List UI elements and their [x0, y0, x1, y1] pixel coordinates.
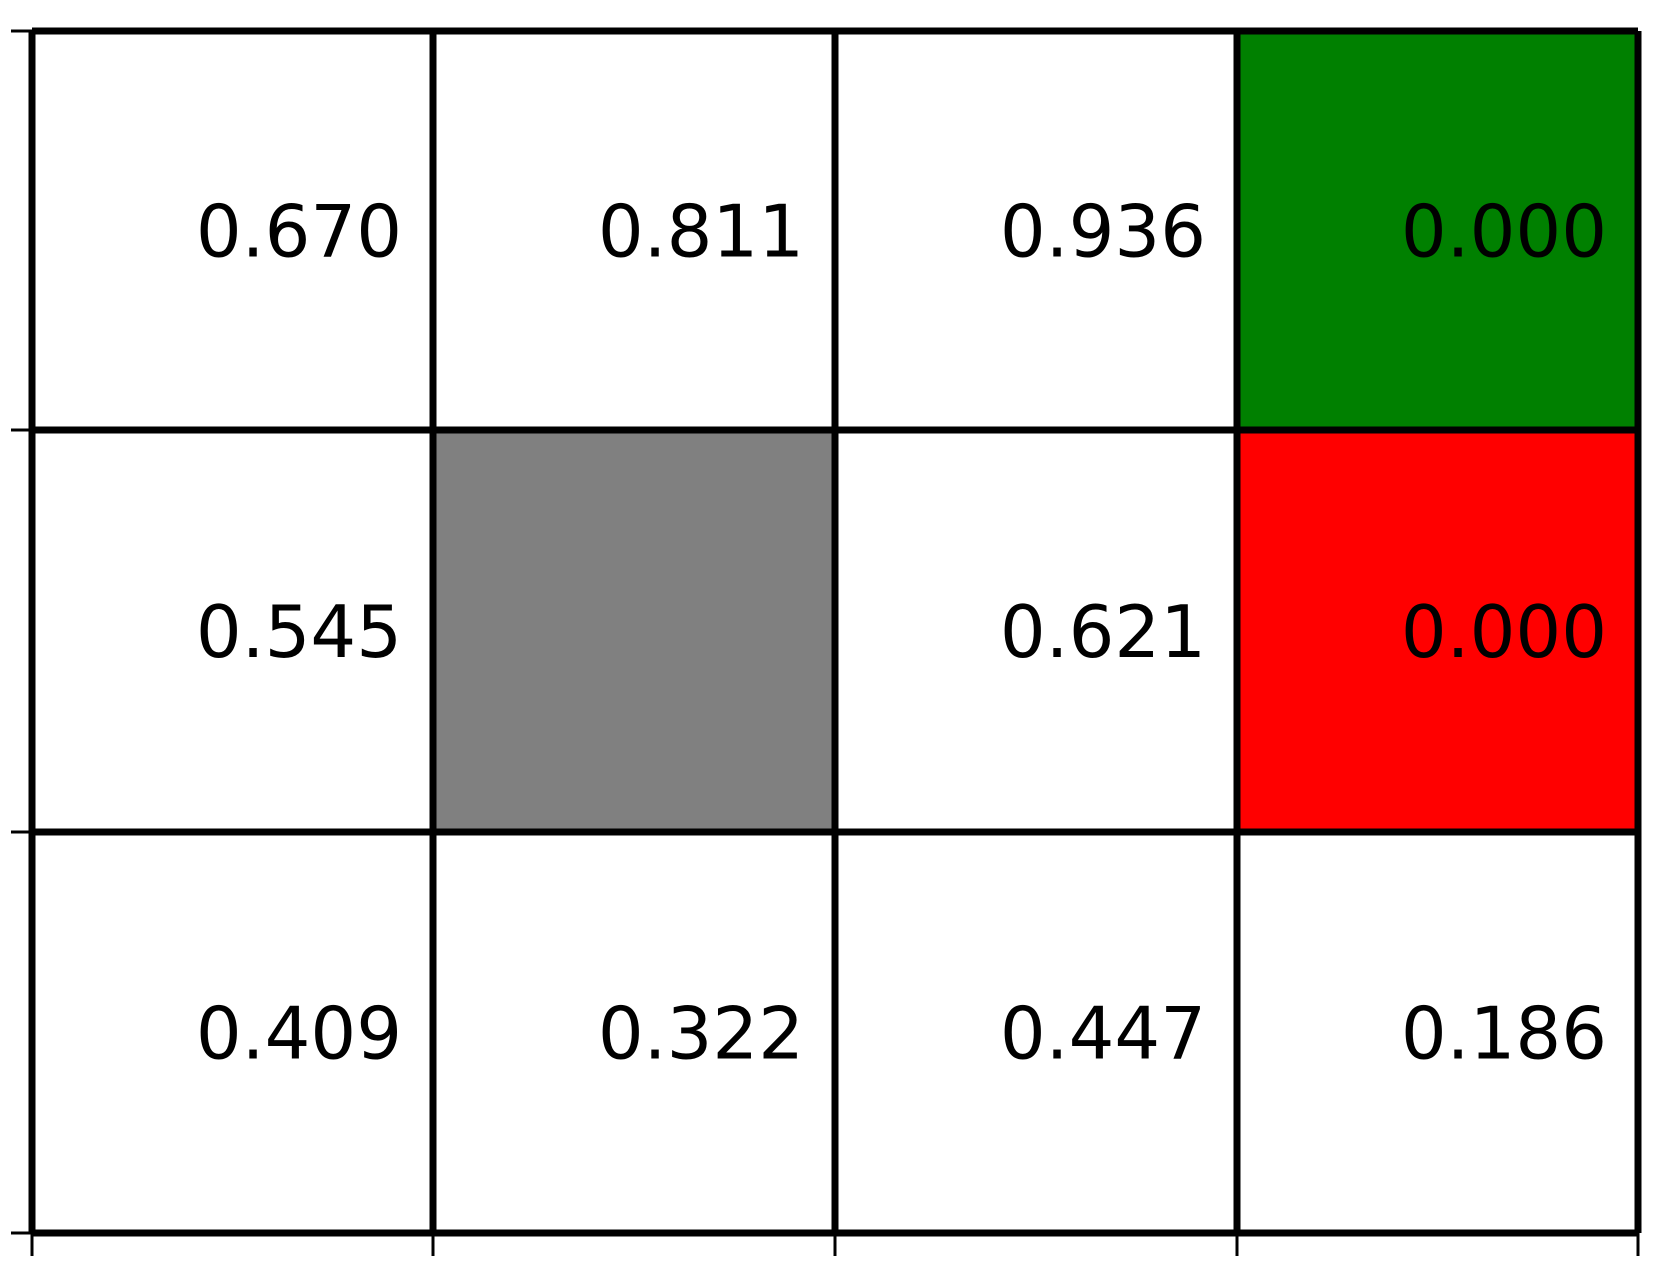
cells-layer [32, 31, 1638, 1233]
axis-ticks [11, 29, 1640, 1256]
cell-labels: 0.670 0.811 0.936 0.000 0.545 0.621 0.000 0.409… [196, 190, 1607, 1076]
cell-r2-c2 [835, 832, 1237, 1233]
cell-r1-c1-wall [433, 430, 835, 832]
cell-r1-c2 [835, 430, 1237, 832]
cell-value-r0-c3: 0.000 [1401, 190, 1607, 274]
cell-value-r2-c0: 0.409 [196, 992, 402, 1076]
cell-r0-c0 [32, 31, 433, 430]
cell-r0-c3-goal [1237, 31, 1638, 430]
cell-value-r0-c0: 0.670 [196, 190, 402, 274]
cell-value-r2-c2: 0.447 [1000, 992, 1206, 1076]
cell-r0-c2 [835, 31, 1237, 430]
cell-r2-c1 [433, 832, 835, 1233]
cell-value-r1-c0: 0.545 [196, 590, 402, 674]
cell-r2-c3 [1237, 832, 1638, 1233]
cell-value-r1-c3: 0.000 [1401, 590, 1607, 674]
cell-value-r2-c1: 0.322 [598, 992, 804, 1076]
cell-r2-c0 [32, 832, 433, 1233]
cell-value-r0-c2: 0.936 [1000, 190, 1206, 274]
cell-value-r2-c3: 0.186 [1401, 992, 1607, 1076]
cell-r0-c1 [433, 31, 835, 430]
cell-r1-c0 [32, 430, 433, 832]
cell-value-r1-c2: 0.621 [1000, 590, 1206, 674]
cell-value-r0-c1: 0.811 [598, 190, 804, 274]
cell-r1-c3-pit [1237, 430, 1638, 832]
